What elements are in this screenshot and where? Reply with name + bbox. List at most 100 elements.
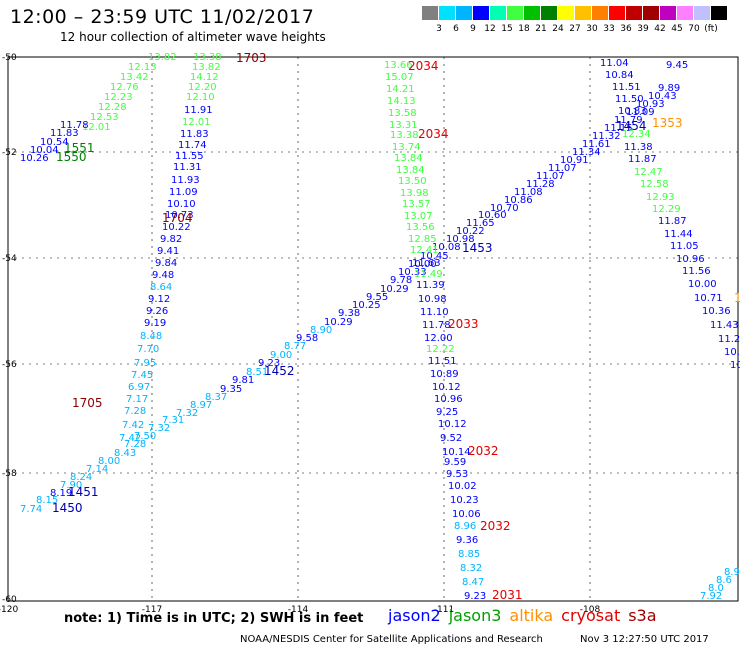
wave-height-value: 11.04 (600, 58, 629, 69)
wave-height-value: 8.96 (454, 521, 476, 532)
wave-height-value: 12.34 (622, 129, 651, 140)
wave-height-value: 6.97 (128, 382, 150, 393)
wave-height-value: 9.58 (296, 333, 318, 344)
pass-time-label: 1452 (264, 364, 295, 378)
wave-height-value: 10.96 (676, 254, 705, 265)
wave-height-value: 9.84 (155, 258, 177, 269)
pass-time-label: 2032 (480, 519, 511, 533)
legend-swatch (473, 6, 489, 20)
pass-time-label: 1353 (652, 116, 683, 130)
wave-height-value: 12.58 (640, 179, 669, 190)
wave-height-value: 13.84 (396, 165, 425, 176)
wave-height-value: 13.82 (192, 62, 221, 73)
wave-height-value: 9.19 (144, 318, 166, 329)
wave-height-value: 10.71 (694, 293, 723, 304)
wave-height-value: 9.23 (258, 358, 280, 369)
wave-height-value: 9.12 (148, 294, 170, 305)
wave-height-value: 12.76 (110, 82, 139, 93)
wave-height-value: 7.50 (134, 431, 156, 442)
wave-height-value: 13.56 (406, 222, 435, 233)
legend-swatch (592, 6, 608, 20)
wave-height-value: 10.29 (380, 284, 409, 295)
pass-time-label: 1550 (56, 150, 87, 164)
wave-height-value: 8.9 (724, 567, 740, 578)
s3a_2033_track: 13.6615.0714.2114.1313.5813.3113.3813.74… (384, 59, 523, 602)
wave-height-value: 12.93 (646, 192, 675, 203)
wave-height-value: 10.89 (430, 369, 459, 380)
wave-height-value: 8.90 (310, 325, 332, 336)
wave-height-value: 8.48 (140, 331, 162, 342)
legend-label: 42 (654, 24, 666, 34)
wave-height-value: 10.12 (432, 382, 461, 393)
wave-height-value: 11.79 (614, 115, 643, 126)
wave-height-value: 12.47 (634, 167, 663, 178)
wave-height-value: 10.73 (165, 210, 194, 221)
legend-swatch (575, 6, 591, 20)
wave-height-value: 13.31 (389, 120, 418, 131)
wave-height-value: 15.07 (385, 72, 414, 83)
wave-height-value: 12.53 (90, 112, 119, 123)
legend-swatch (609, 6, 625, 20)
wave-height-value: 13.58 (388, 108, 417, 119)
wave-height-value: 8.47 (462, 577, 484, 588)
wave-height-value: 11.09 (169, 187, 198, 198)
wave-height-value: 10.12 (438, 419, 467, 430)
latitude-label: -50 (2, 53, 17, 63)
wave-height-value: 11.31 (173, 162, 202, 173)
wave-height-value: 11.63 (412, 258, 441, 269)
wave-height-value: 11.07 (536, 171, 565, 182)
wave-height-value: 10.14 (442, 447, 471, 458)
wave-height-value: 11.78 (60, 120, 89, 131)
legend-label: 21 (535, 24, 547, 34)
legend-swatch (422, 6, 438, 20)
wave-height-value: 10.36 (702, 306, 731, 317)
wave-height-value: 10.83 (618, 106, 647, 117)
wave-height-value: 12.00 (424, 333, 453, 344)
wave-height-value: 12.01 (182, 117, 211, 128)
wave-height-value: 11.32 (592, 131, 621, 142)
wave-height-value: 12.29 (652, 204, 681, 215)
wave-height-value: 10.54 (40, 137, 69, 148)
legend-swatch (643, 6, 659, 20)
wave-height-value: 11.43 (710, 320, 739, 331)
wave-height-value: 11.74 (178, 140, 207, 151)
wave-height-value: 9.36 (456, 535, 478, 546)
wave-height-value: 10.00 (688, 279, 717, 290)
wave-height-value: 10.84 (605, 70, 634, 81)
jason2_1451_track: 7.748.158.197.908.247.148.008.437.287.50… (20, 60, 688, 515)
wave-height-value: 8.77 (284, 341, 306, 352)
wave-height-value: 7.28 (124, 439, 146, 450)
wave-height-value: 11.87 (628, 154, 657, 165)
wave-height-value: 13.57 (402, 199, 431, 210)
wave-height-value: 9.81 (232, 375, 254, 386)
wave-height-value: 9.55 (366, 292, 388, 303)
wave-height-value: 9.00 (270, 350, 292, 361)
wave-height-value: 8.19 (50, 488, 72, 499)
map-frame (7, 56, 739, 602)
wave-height-value: 8.97 (190, 400, 212, 411)
pass-time-label: 1703 (236, 51, 267, 65)
pass-time-label: 1704 (162, 211, 193, 225)
wave-height-value: 11.55 (175, 151, 204, 162)
wave-height-value: 8.24 (70, 472, 92, 483)
satellite-tracks: 13.3813.8214.1212.2012.1011.9112.0111.83… (20, 51, 740, 602)
wave-height-value: 9.82 (160, 234, 182, 245)
wave-height-value: 10.98 (418, 294, 447, 305)
wave-height-value: 12.22 (426, 344, 455, 355)
legend-label: 3 (436, 24, 442, 34)
wave-height-value: 9.41 (157, 246, 179, 257)
wave-height-value: 11.56 (682, 266, 711, 277)
altika_1353_track: 1353 1 (652, 116, 740, 305)
longitude-label: -120 (0, 605, 18, 615)
legend-label: 36 (620, 24, 632, 34)
legend-swatch (456, 6, 472, 20)
satellite-jason3: jason3 (448, 606, 502, 625)
latitude-label: -60 (2, 595, 17, 605)
wave-height-value: 9.35 (220, 384, 242, 395)
wave-height-value: 12.85 (408, 234, 437, 245)
wave-height-value: 11.78 (422, 320, 451, 331)
wave-height-value: 10 (730, 360, 740, 371)
wave-height-value: 8.43 (114, 448, 136, 459)
wave-height-value: 11.61 (582, 139, 611, 150)
wave-height-value: 10.10 (167, 199, 196, 210)
